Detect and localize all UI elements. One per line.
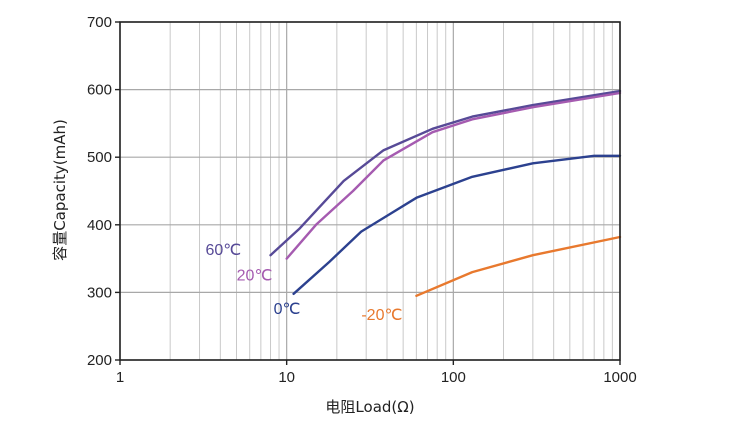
x-tick-label: 100	[441, 369, 466, 386]
series-label: -20℃	[361, 307, 402, 324]
series-line-0	[269, 89, 622, 257]
x-tick-label: 10	[278, 369, 295, 386]
series-line-2	[292, 154, 622, 295]
x-axis-title: 电阻Load(Ω)	[325, 398, 414, 416]
series-lines	[269, 89, 622, 297]
y-tick-label: 600	[87, 82, 112, 99]
series-label: 0℃	[274, 301, 301, 318]
series-line-3	[415, 235, 622, 297]
y-tick-label: 200	[87, 352, 112, 369]
y-axis-title: 容量Capacity(mAh)	[51, 119, 69, 261]
x-tick-label: 1000	[603, 369, 636, 386]
series-label: 60℃	[206, 242, 242, 259]
y-tick-label: 400	[87, 217, 112, 234]
series-labels: 60℃ 20℃0℃ -20℃	[206, 242, 403, 324]
series-line-1	[285, 91, 622, 260]
y-tick-label: 700	[87, 14, 112, 31]
plot-frame	[119, 21, 621, 361]
tick-labels: 1 10 100 1000 200 300 400 500 600 700	[87, 14, 637, 386]
x-tick-label: 1	[116, 369, 124, 386]
series-label: 20℃	[237, 268, 273, 285]
y-tick-label: 500	[87, 149, 112, 166]
y-tick-label: 300	[87, 284, 112, 301]
